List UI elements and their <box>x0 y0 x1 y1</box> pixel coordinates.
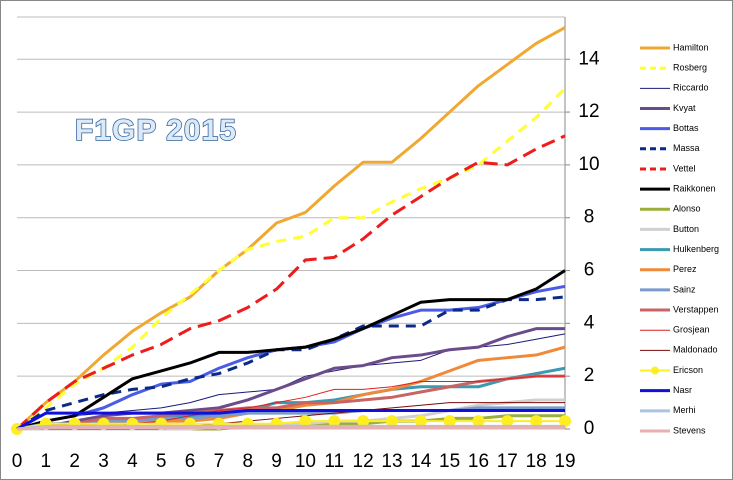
legend-label: Perez <box>673 264 697 274</box>
x-tick-label: 16 <box>468 451 489 472</box>
x-tick-label: 6 <box>185 451 196 472</box>
legend-label: Grosjean <box>673 325 710 335</box>
x-tick-label: 1 <box>41 451 52 472</box>
series-line <box>16 374 565 431</box>
series-line <box>16 327 565 431</box>
y-tick-label: 14 <box>578 48 600 69</box>
legend-label: Alonso <box>673 204 701 214</box>
series-line <box>16 295 566 431</box>
point <box>357 415 370 428</box>
x-tick-label: 13 <box>381 451 402 472</box>
legend-label: Raikkonen <box>673 183 716 193</box>
y-tick-label: 4 <box>584 312 595 333</box>
x-tick-label: 7 <box>214 451 225 472</box>
point <box>414 415 427 428</box>
legend-label: Kvyat <box>673 103 696 113</box>
point <box>328 415 341 428</box>
series-line <box>16 426 565 431</box>
chart-title: F1GP 2015 <box>75 114 237 147</box>
legend-label: Riccardo <box>673 83 709 93</box>
point <box>472 415 485 428</box>
legend-label: Merhi <box>673 405 696 415</box>
y-tick-label: 2 <box>584 365 595 386</box>
point <box>559 415 571 428</box>
legend-label: Maldonado <box>673 345 718 355</box>
legend-label: Stevens <box>673 425 706 435</box>
x-tick-label: 14 <box>410 451 432 472</box>
series-line <box>15 134 566 431</box>
legend-label: Hulkenberg <box>673 244 719 254</box>
legend-label: Nasr <box>673 385 692 395</box>
x-tick-label: 19 <box>554 451 575 472</box>
legend-label: Vettel <box>673 163 696 173</box>
x-tick-label: 15 <box>439 451 460 472</box>
x-tick-label: 2 <box>69 451 80 472</box>
legend-label: Button <box>673 224 699 234</box>
x-tick-label: 0 <box>12 451 23 472</box>
series-line <box>16 269 566 431</box>
point <box>501 415 514 428</box>
point <box>385 415 398 428</box>
point <box>530 415 543 428</box>
x-tick-label: 11 <box>324 451 344 472</box>
x-tick-label: 8 <box>242 451 253 472</box>
legend-marker <box>651 366 659 375</box>
legend-label: Massa <box>673 143 700 153</box>
y-tick-label: 12 <box>578 101 599 122</box>
x-tick-label: 9 <box>271 451 282 472</box>
x-tick-label: 18 <box>526 451 547 472</box>
legend-label: Hamilton <box>673 42 709 52</box>
series-line <box>15 26 566 431</box>
x-tick-label: 12 <box>353 451 374 472</box>
legend-label: Bottas <box>673 123 699 133</box>
x-tick-label: 5 <box>156 451 167 472</box>
legend-label: Ericson <box>673 365 703 375</box>
legend-label: Rosberg <box>673 63 707 73</box>
point <box>299 415 312 428</box>
x-tick-label: 4 <box>127 451 138 472</box>
series-line <box>16 409 565 431</box>
x-tick-label: 17 <box>497 451 518 472</box>
legend-label: Verstappen <box>673 304 719 314</box>
y-tick-label: 6 <box>584 260 595 281</box>
y-tick-label: 0 <box>584 418 595 439</box>
legend-label: Sainz <box>673 284 696 294</box>
x-tick-label: 10 <box>295 451 316 472</box>
x-tick-label: 3 <box>98 451 109 472</box>
y-tick-label: 8 <box>584 207 595 228</box>
point <box>443 415 456 428</box>
y-tick-label: 10 <box>578 154 599 175</box>
